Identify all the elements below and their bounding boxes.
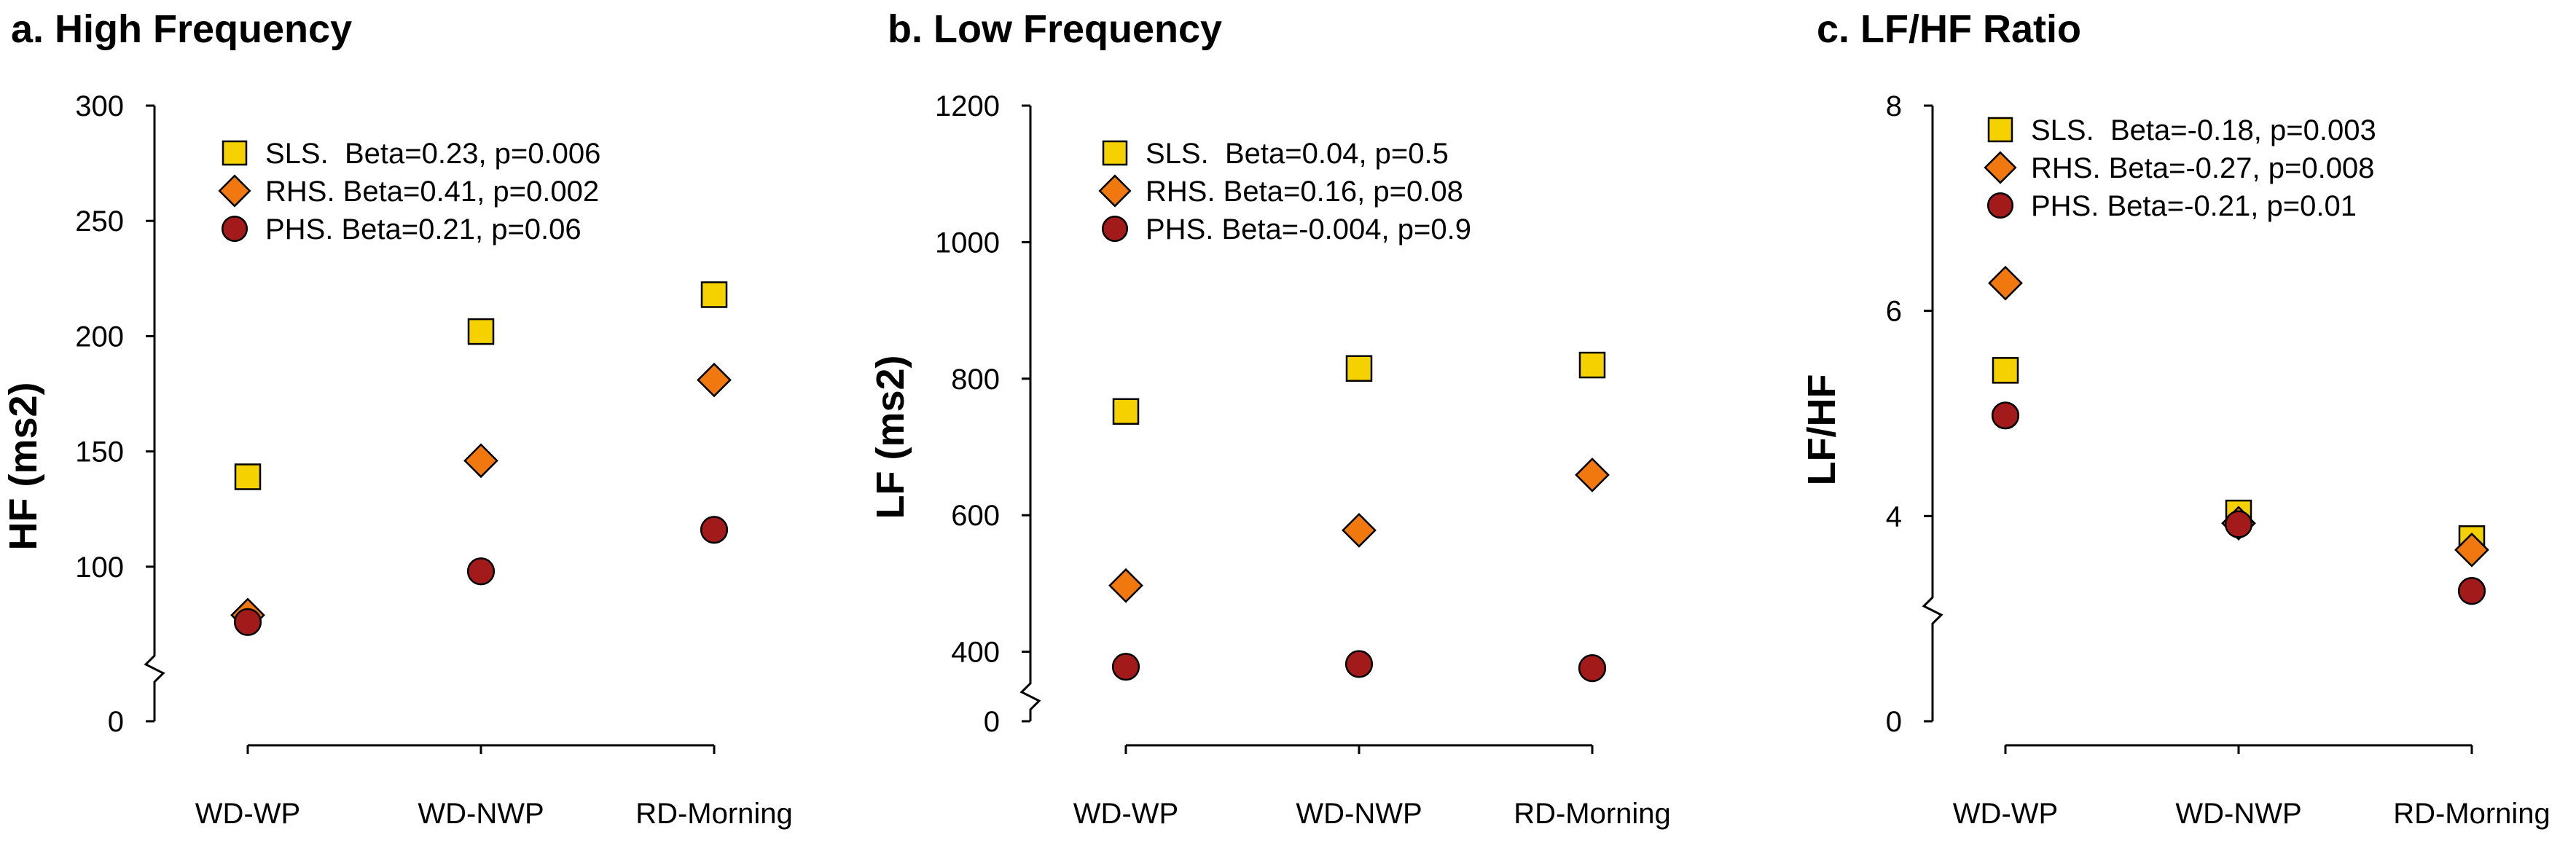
panel-b-ytick-label: 400	[951, 637, 1000, 669]
panel-a-legend-marker-sls	[222, 140, 248, 166]
panel-c-xtick-label: WD-NWP	[2175, 798, 2301, 830]
panel-a: a. High Frequency HF (ms2) 100 150 200 250 3…	[1, 7, 793, 830]
panel-c-legend-label-phs: PHS. Beta=-0.21, p=0.01	[2031, 190, 2357, 222]
panel-a-legend-label-sls: SLS. Beta=0.23, p=0.006	[265, 138, 600, 170]
panel-c-title: c. LF/HF Ratio	[1817, 7, 2081, 51]
panel-b-point-sls	[1345, 355, 1373, 382]
panel-a-xtick-label: WD-NWP	[418, 798, 544, 830]
panel-a-point-sls	[234, 463, 262, 490]
panel-b-point-phs	[1578, 654, 1607, 683]
panel-b-ytick-label: 800	[951, 364, 1000, 396]
panel-b-legend-marker-rhs	[1098, 174, 1132, 208]
panel-c-ytick-zero: 0	[1886, 706, 1902, 738]
panel-a-point-sls	[700, 281, 728, 308]
panel-b-ytick-label: 600	[951, 500, 1000, 532]
panel-c-xtick-label: RD-Morning	[2393, 798, 2550, 830]
panel-c-xtick-label: WD-WP	[1953, 798, 2058, 830]
panel-b-point-sls	[1112, 398, 1140, 425]
panel-b-xtick-label: RD-Morning	[1514, 798, 1671, 830]
panel-a-point-phs	[700, 516, 729, 544]
panel-c-ytick-label: 6	[1886, 296, 1902, 328]
panel-a-ytick-label: 250	[75, 205, 124, 237]
panel-b-title: b. Low Frequency	[888, 7, 1222, 51]
panel-a-ylabel: HF (ms2)	[1, 382, 45, 550]
panel-c-legend-marker-phs	[1986, 192, 2014, 219]
panel-a-point-phs	[233, 608, 262, 636]
panel-a-xtick-label: RD-Morning	[635, 798, 793, 830]
panel-c-point-phs	[1991, 401, 2020, 430]
panel-b-point-rhs	[1575, 458, 1610, 492]
panel-b-point-rhs	[1108, 568, 1143, 603]
panel-a-point-sls	[467, 318, 495, 345]
panel-a-point-phs	[466, 557, 496, 586]
panel-a-point-rhs	[697, 362, 732, 398]
panel-c-ylabel: LF/HF	[1800, 374, 1844, 486]
panel-b-legend-label-rhs: RHS. Beta=0.16, p=0.08	[1146, 176, 1463, 208]
panel-b: b. Low Frequency LF (ms2) 400 600 800 1000 1…	[869, 7, 1671, 830]
panel-b-y-axis	[1019, 106, 1041, 721]
panel-c-point-rhs	[2454, 532, 2489, 568]
panel-a-legend-label-rhs: RHS. Beta=0.41, p=0.002	[265, 176, 599, 208]
panel-c-point-sls	[1992, 357, 2019, 384]
panel-a-legend-label-phs: PHS. Beta=0.21, p=0.06	[265, 213, 582, 246]
panel-c: c. LF/HF Ratio LF/HF 4 6 8 0 WD-WP WD-NWP RD…	[1800, 7, 2550, 830]
panel-a-title: a. High Frequency	[11, 7, 352, 51]
panel-c-ytick-label: 4	[1886, 500, 1902, 533]
panel-b-ytick-label: 1200	[935, 90, 1000, 122]
panel-a-ytick-label: 100	[75, 551, 124, 584]
panel-a-ytick-label: 150	[75, 436, 124, 468]
panel-a-y-axis	[144, 106, 165, 721]
panel-c-point-phs	[2457, 577, 2486, 605]
panel-c-legend-label-sls: SLS. Beta=-0.18, p=0.003	[2031, 114, 2376, 146]
panel-c-legend-label-rhs: RHS. Beta=-0.27, p=0.008	[2031, 152, 2374, 184]
panel-a-ytick-label: 200	[75, 321, 124, 353]
panel-b-point-sls	[1578, 351, 1606, 379]
panel-a-ytick-label: 300	[75, 90, 124, 122]
panel-c-y-axis	[1922, 106, 1943, 721]
panel-b-legend-label-phs: PHS. Beta=-0.004, p=0.9	[1146, 213, 1471, 246]
panel-c-legend-marker-rhs	[1984, 151, 2017, 184]
panel-a-point-rhs	[463, 443, 498, 479]
panel-b-legend-marker-sls	[1102, 140, 1128, 166]
panel-c-point-phs	[2224, 510, 2253, 538]
panel-c-legend-marker-sls	[1987, 117, 2013, 143]
panel-b-xtick-label: WD-NWP	[1296, 798, 1422, 830]
panel-b-legend-label-sls: SLS. Beta=0.04, p=0.5	[1146, 138, 1449, 170]
panel-c-ytick-label: 8	[1886, 90, 1902, 122]
panel-b-ylabel: LF (ms2)	[869, 355, 912, 519]
panel-a-legend-marker-rhs	[218, 174, 251, 208]
panel-c-point-rhs	[1988, 265, 2023, 301]
panel-b-point-phs	[1344, 650, 1374, 678]
panel-b-point-rhs	[1342, 512, 1377, 548]
panel-a-xtick-label: WD-WP	[195, 798, 300, 830]
panel-b-legend-marker-phs	[1101, 215, 1129, 243]
panel-a-ytick-zero: 0	[108, 706, 124, 738]
panel-a-legend-marker-phs	[221, 215, 248, 243]
panel-b-point-phs	[1111, 653, 1140, 681]
panel-b-ytick-label: 1000	[935, 227, 1000, 259]
panel-b-xtick-label: WD-WP	[1073, 798, 1178, 830]
panel-b-ytick-zero: 0	[984, 706, 1000, 738]
